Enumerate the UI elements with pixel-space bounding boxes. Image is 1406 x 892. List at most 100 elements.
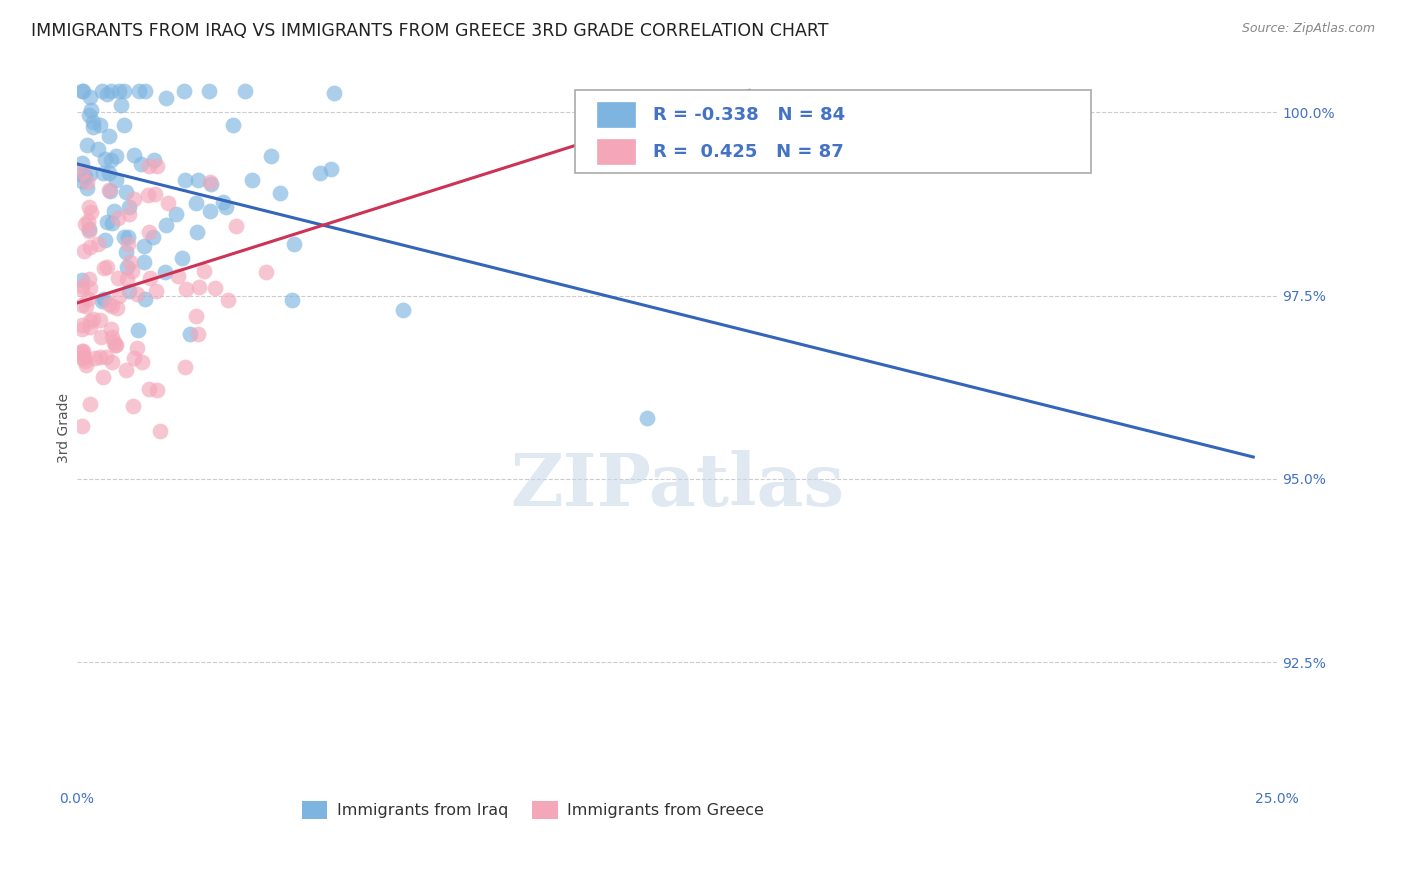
Point [115, 245, 138, 260]
Point [260, 149, 283, 163]
Point [70, 156, 93, 170]
Point [72, 350, 94, 364]
Point [70, 282, 93, 296]
Point [77, 108, 100, 122]
Point [269, 186, 291, 200]
Point [100, 153, 122, 168]
Point [72, 83, 94, 97]
Point [76, 175, 98, 189]
Point [167, 268, 190, 283]
Point [112, 230, 135, 244]
Point [96, 215, 118, 229]
Point [79, 320, 101, 334]
Point [91, 83, 114, 97]
Text: R =  0.425   N = 87: R = 0.425 N = 87 [652, 143, 844, 161]
Point [83, 351, 105, 365]
FancyBboxPatch shape [596, 102, 636, 128]
Point [308, 166, 330, 180]
Point [104, 173, 127, 187]
Point [188, 279, 211, 293]
Point [186, 225, 208, 239]
Point [104, 338, 127, 352]
Point [73, 217, 96, 231]
FancyBboxPatch shape [596, 139, 636, 164]
Point [240, 172, 263, 186]
Point [70, 168, 93, 182]
Point [193, 264, 215, 278]
Point [91, 370, 114, 384]
Point [112, 83, 135, 97]
Point [77, 222, 100, 236]
Point [134, 83, 156, 97]
Point [101, 329, 124, 343]
Point [136, 187, 159, 202]
Point [73, 354, 96, 368]
Point [96, 87, 118, 101]
Point [87, 142, 110, 156]
Point [82, 312, 104, 326]
Point [76, 138, 98, 153]
Point [77, 224, 100, 238]
Point [76, 181, 98, 195]
Point [222, 118, 245, 132]
Point [79, 280, 101, 294]
Point [79, 167, 101, 181]
Point [165, 207, 187, 221]
Point [70, 318, 93, 332]
Point [118, 255, 141, 269]
Point [138, 159, 160, 173]
Point [80, 205, 103, 219]
Point [179, 326, 201, 341]
Point [117, 260, 139, 275]
Point [89, 119, 111, 133]
Point [112, 119, 135, 133]
Point [91, 165, 114, 179]
Point [94, 233, 117, 247]
Point [100, 83, 122, 97]
Point [101, 299, 124, 313]
Point [82, 115, 104, 129]
Point [117, 230, 139, 244]
Point [127, 287, 149, 301]
Point [80, 103, 103, 118]
Point [124, 351, 146, 366]
Point [73, 244, 96, 259]
Point [108, 288, 131, 302]
Point [636, 411, 658, 425]
Point [98, 185, 121, 199]
Point [142, 229, 165, 244]
Point [70, 298, 93, 312]
Point [184, 196, 207, 211]
Point [254, 265, 277, 279]
Point [321, 161, 343, 176]
Point [98, 166, 121, 180]
Point [93, 292, 115, 306]
Point [76, 214, 98, 228]
Point [174, 360, 197, 375]
Point [233, 83, 256, 97]
Text: IMMIGRANTS FROM IRAQ VS IMMIGRANTS FROM GREECE 3RD GRADE CORRELATION CHART: IMMIGRANTS FROM IRAQ VS IMMIGRANTS FROM … [31, 22, 828, 40]
Point [79, 240, 101, 254]
Point [114, 185, 136, 199]
Point [138, 382, 160, 396]
Point [146, 159, 169, 173]
Point [121, 264, 143, 278]
Point [70, 346, 93, 360]
Point [134, 254, 156, 268]
Point [125, 341, 148, 355]
Point [70, 351, 93, 365]
Point [156, 196, 179, 211]
Point [174, 282, 197, 296]
Point [117, 237, 139, 252]
Point [97, 129, 120, 144]
Point [79, 90, 101, 104]
Point [100, 216, 122, 230]
Point [79, 314, 101, 328]
Point [200, 177, 222, 191]
Point [110, 97, 132, 112]
Point [198, 83, 221, 97]
Point [108, 83, 131, 97]
Point [155, 218, 177, 232]
Point [93, 261, 115, 276]
Point [186, 309, 208, 323]
